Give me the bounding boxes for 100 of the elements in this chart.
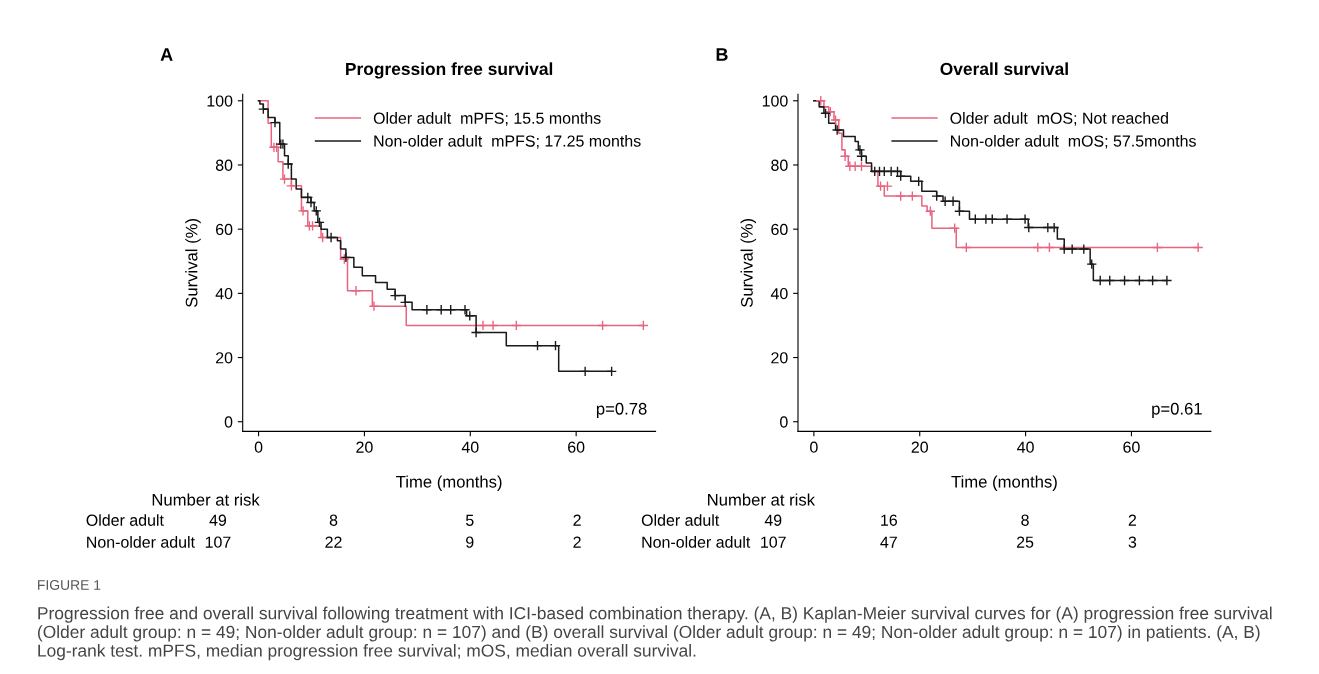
point xyxy=(986,213,998,225)
point xyxy=(310,205,322,217)
point xyxy=(1023,222,1035,233)
point xyxy=(856,160,867,172)
point xyxy=(314,217,325,228)
point xyxy=(350,285,362,297)
y-axis-title: Survival (%) xyxy=(740,218,757,308)
point xyxy=(302,192,314,203)
text: 2 xyxy=(573,536,581,548)
y-tick-label: 40 xyxy=(215,287,233,300)
point xyxy=(949,222,961,234)
point xyxy=(931,190,943,202)
point xyxy=(1001,213,1013,225)
point xyxy=(368,300,380,312)
legend-label: Non-older adult mPFS; 17.25 months xyxy=(374,134,641,149)
point xyxy=(947,195,959,207)
point xyxy=(1134,275,1145,286)
point xyxy=(1048,222,1060,233)
text: Non-older adult xyxy=(87,536,195,548)
point xyxy=(913,175,925,187)
text: Number at risk xyxy=(708,493,816,506)
point xyxy=(892,166,903,177)
text: Progression free and overall survival following treatment with ICI-based combination therapy. (A, B) Kaplan-Meier survival curves for (A) progression free survival (Older adult group: n = 49; Non-older adult group: n = 107) and (B) overall survival (Older adult group: n = 49; Non-older adult group: n = 107) in patients. (A, B) Log-rank test. mPFS, median progression free survival; mOS, median overall survival. xyxy=(38,606,1272,661)
point xyxy=(1066,243,1078,255)
point xyxy=(510,320,522,331)
x-tick-label: 60 xyxy=(568,441,585,453)
point xyxy=(1094,275,1106,286)
point xyxy=(1152,242,1163,253)
point xyxy=(606,365,617,377)
point xyxy=(895,190,907,202)
point xyxy=(1032,242,1044,253)
text: B xyxy=(716,48,728,61)
point xyxy=(470,327,482,338)
x-tick-label: 20 xyxy=(356,441,373,453)
point xyxy=(839,150,851,162)
point xyxy=(1147,275,1158,286)
y-tick-label: 100 xyxy=(762,95,788,107)
point xyxy=(550,340,561,352)
point xyxy=(325,232,337,243)
text: 5 xyxy=(465,514,474,526)
point xyxy=(1104,275,1116,286)
point xyxy=(257,103,269,115)
point xyxy=(969,213,981,225)
point xyxy=(1192,242,1204,253)
x-tick-label: 0 xyxy=(810,441,818,453)
text: 107 xyxy=(761,536,786,548)
text: 2 xyxy=(1128,514,1137,526)
chart-title: Overall survival xyxy=(940,62,1068,76)
y-tick-label: 80 xyxy=(215,159,233,171)
text: 49 xyxy=(764,514,782,526)
point xyxy=(579,365,591,377)
point xyxy=(305,197,317,208)
y-tick-label: 20 xyxy=(216,352,233,364)
text: Older adult xyxy=(86,514,164,526)
x-tick-label: 60 xyxy=(1123,441,1140,453)
annotation: p=0.78 xyxy=(596,402,647,418)
point xyxy=(856,150,867,162)
chart-title: Progression free survival xyxy=(346,62,553,79)
point xyxy=(532,340,543,352)
text: 8 xyxy=(1021,514,1029,526)
y-tick-label: 60 xyxy=(771,223,788,236)
x-axis-title: Time (months) xyxy=(396,475,502,491)
point xyxy=(1161,275,1173,286)
y-tick-label: 0 xyxy=(780,416,788,428)
point xyxy=(487,320,499,331)
point xyxy=(282,158,294,170)
point xyxy=(435,304,447,316)
x-tick-label: 40 xyxy=(1017,441,1034,453)
y-tick-label: 80 xyxy=(771,159,788,171)
point xyxy=(1058,243,1070,255)
point xyxy=(286,180,297,192)
y-axis-title: Survival (%) xyxy=(185,218,201,308)
text: 22 xyxy=(325,536,342,548)
point xyxy=(939,195,951,207)
y-tick-label: 40 xyxy=(770,287,788,300)
point xyxy=(1078,243,1090,255)
point xyxy=(389,290,401,301)
point xyxy=(954,205,965,217)
point xyxy=(906,190,918,202)
x-tick-label: 20 xyxy=(911,441,928,453)
text: Non-older adult xyxy=(642,536,751,548)
point xyxy=(445,304,457,316)
x-tick-label: 40 xyxy=(461,441,479,453)
text: 16 xyxy=(881,514,897,526)
text: 9 xyxy=(466,536,474,548)
point xyxy=(830,114,841,126)
point xyxy=(882,180,893,192)
point xyxy=(1119,275,1130,286)
point xyxy=(638,320,649,331)
x-axis-title: Time (months) xyxy=(951,475,1057,491)
point xyxy=(831,124,843,136)
text: Number at risk xyxy=(152,493,260,506)
point xyxy=(924,205,936,217)
point xyxy=(421,304,433,316)
point xyxy=(1044,242,1055,253)
point xyxy=(477,320,489,331)
point xyxy=(464,310,476,322)
text: 3 xyxy=(1128,536,1137,548)
point xyxy=(1019,213,1031,225)
caption: FIGURE 1 xyxy=(38,580,101,590)
